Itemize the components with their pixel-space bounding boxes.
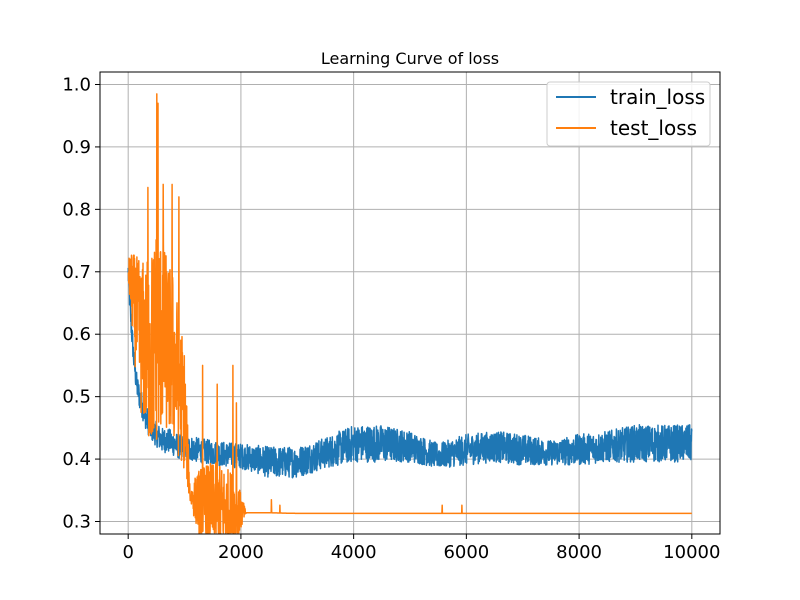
x-tick-label: 8000 (556, 542, 602, 563)
series-train-loss-line (127, 267, 693, 479)
y-tick-label: 0.3 (62, 512, 91, 533)
x-tick-label: 4000 (331, 542, 377, 563)
plot-frame (99, 71, 721, 535)
x-tick-label: 0 (122, 542, 133, 563)
y-axis: 0.3 0.4 0.5 0.6 0.7 0.8 0.9 1.0 (62, 74, 100, 533)
legend-label-train-loss: train_loss (610, 85, 705, 109)
chart-title: Learning Curve of loss (321, 49, 499, 68)
y-tick-label: 0.8 (62, 199, 91, 220)
x-tick-label: 6000 (443, 542, 489, 563)
y-tick-label: 0.7 (62, 262, 91, 283)
y-tick-label: 1.0 (62, 74, 91, 95)
series-test-loss-line (127, 93, 693, 535)
x-tick-label: 10000 (663, 542, 720, 563)
series-layer (127, 93, 693, 535)
x-axis: 0 2000 4000 6000 8000 10000 (122, 534, 720, 563)
legend-label-test-loss: test_loss (610, 116, 697, 140)
y-tick-label: 0.4 (62, 449, 91, 470)
y-tick-label: 0.9 (62, 137, 91, 158)
x-tick-label: 2000 (218, 542, 264, 563)
y-tick-label: 0.5 (62, 387, 91, 408)
legend: train_loss test_loss (546, 81, 711, 147)
y-tick-label: 0.6 (62, 324, 91, 345)
